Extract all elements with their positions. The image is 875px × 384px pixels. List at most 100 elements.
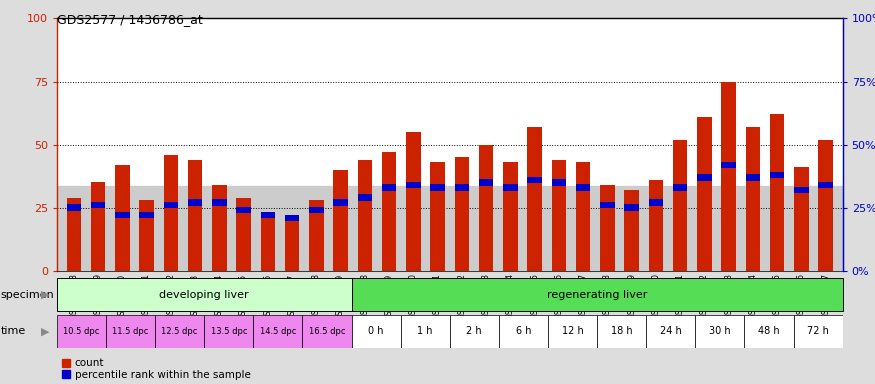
- Bar: [746, 127, 760, 271]
- Text: 48 h: 48 h: [758, 326, 780, 336]
- Bar: [455, 184, 469, 190]
- Bar: [309, 200, 324, 271]
- Bar: [648, 180, 663, 271]
- Bar: [358, 160, 372, 271]
- Bar: [236, 207, 251, 214]
- Bar: [358, 194, 372, 201]
- Bar: [188, 199, 202, 206]
- Bar: [188, 160, 202, 271]
- Bar: [597, 315, 646, 348]
- Bar: [794, 167, 808, 271]
- Bar: [794, 315, 843, 348]
- Bar: [818, 182, 833, 188]
- Bar: [479, 145, 494, 271]
- Bar: [66, 205, 81, 211]
- Bar: [646, 315, 696, 348]
- Bar: [164, 155, 178, 271]
- Bar: [303, 315, 352, 348]
- Text: 12.5 dpc: 12.5 dpc: [162, 327, 198, 336]
- Bar: [551, 160, 566, 271]
- Bar: [625, 205, 639, 211]
- Bar: [212, 199, 227, 206]
- Bar: [600, 202, 614, 208]
- Bar: [164, 202, 178, 208]
- Text: 16.5 dpc: 16.5 dpc: [309, 327, 346, 336]
- Bar: [450, 315, 499, 348]
- Bar: [745, 315, 794, 348]
- Text: GDS2577 / 1436786_at: GDS2577 / 1436786_at: [57, 13, 203, 26]
- Bar: [236, 197, 251, 271]
- Bar: [333, 199, 348, 206]
- Bar: [116, 212, 130, 218]
- Bar: [333, 170, 348, 271]
- Bar: [430, 162, 444, 271]
- Bar: [576, 162, 591, 271]
- Bar: [770, 114, 784, 271]
- Text: 72 h: 72 h: [807, 326, 829, 336]
- Text: regenerating liver: regenerating liver: [547, 290, 648, 300]
- Bar: [455, 157, 469, 271]
- Bar: [401, 315, 450, 348]
- Bar: [697, 174, 711, 180]
- Bar: [551, 179, 566, 185]
- Bar: [625, 190, 639, 271]
- Bar: [285, 220, 299, 271]
- Bar: [106, 315, 155, 348]
- Bar: [204, 315, 254, 348]
- Bar: [503, 162, 518, 271]
- Bar: [309, 207, 324, 214]
- Bar: [479, 179, 494, 185]
- Bar: [261, 215, 275, 271]
- Bar: [352, 315, 401, 348]
- Text: 13.5 dpc: 13.5 dpc: [211, 327, 247, 336]
- Bar: [600, 185, 614, 271]
- Bar: [770, 172, 784, 178]
- Bar: [548, 315, 597, 348]
- Bar: [721, 162, 736, 168]
- Bar: [503, 184, 518, 190]
- Bar: [285, 215, 299, 221]
- Text: 6 h: 6 h: [515, 326, 531, 336]
- Bar: [673, 184, 688, 190]
- Bar: [352, 278, 843, 311]
- Text: 14.5 dpc: 14.5 dpc: [260, 327, 296, 336]
- Bar: [66, 197, 81, 271]
- Legend: count, percentile rank within the sample: count, percentile rank within the sample: [62, 359, 250, 380]
- Bar: [499, 315, 548, 348]
- Bar: [430, 184, 444, 190]
- Bar: [794, 187, 808, 193]
- Bar: [697, 117, 711, 271]
- Bar: [139, 200, 154, 271]
- Bar: [139, 212, 154, 218]
- Bar: [528, 127, 542, 271]
- Bar: [57, 185, 843, 271]
- Text: 11.5 dpc: 11.5 dpc: [112, 327, 149, 336]
- Bar: [406, 182, 421, 188]
- Bar: [57, 278, 352, 311]
- Bar: [57, 315, 106, 348]
- Text: 30 h: 30 h: [709, 326, 731, 336]
- Bar: [91, 202, 105, 208]
- Text: 12 h: 12 h: [562, 326, 584, 336]
- Bar: [382, 152, 396, 271]
- Bar: [155, 315, 204, 348]
- Bar: [648, 199, 663, 206]
- Text: 18 h: 18 h: [611, 326, 633, 336]
- Bar: [382, 184, 396, 190]
- Bar: [116, 165, 130, 271]
- Bar: [254, 315, 303, 348]
- Text: specimen: specimen: [1, 290, 54, 300]
- Bar: [673, 139, 688, 271]
- Text: 2 h: 2 h: [466, 326, 482, 336]
- Text: developing liver: developing liver: [159, 290, 249, 300]
- Text: 10.5 dpc: 10.5 dpc: [63, 327, 100, 336]
- Bar: [406, 132, 421, 271]
- Bar: [576, 184, 591, 190]
- Bar: [528, 177, 542, 183]
- Bar: [721, 81, 736, 271]
- Text: ▶: ▶: [41, 290, 50, 300]
- Text: ▶: ▶: [41, 326, 50, 336]
- Bar: [91, 182, 105, 271]
- Bar: [746, 174, 760, 180]
- Bar: [818, 139, 833, 271]
